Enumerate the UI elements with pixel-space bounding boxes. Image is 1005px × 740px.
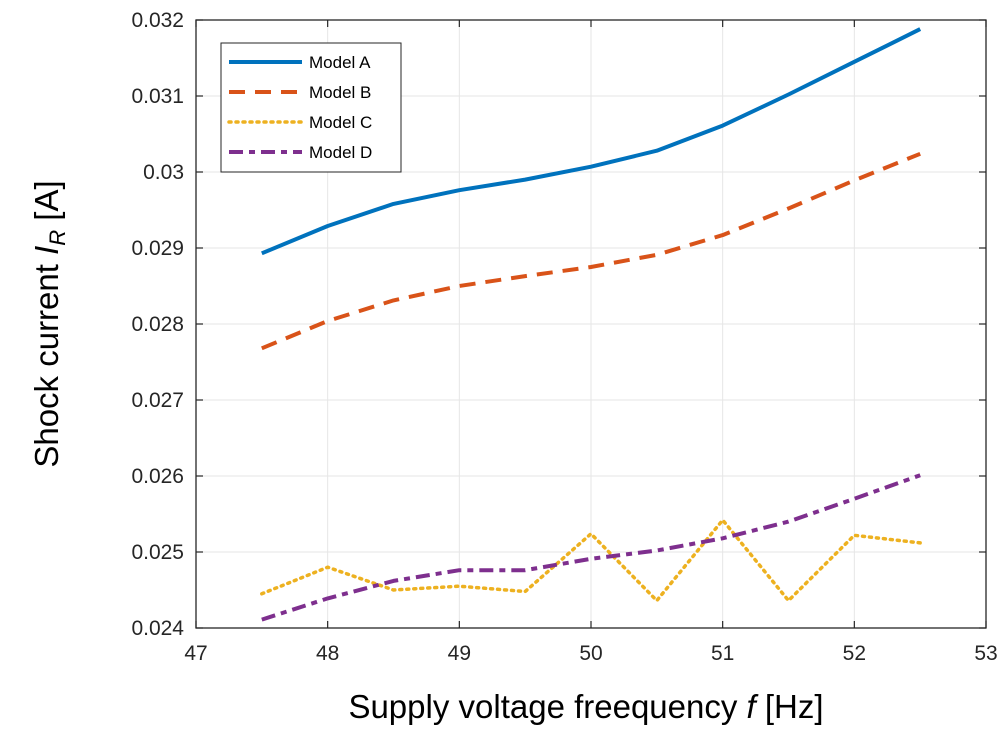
x-tick-label: 53 (974, 642, 997, 665)
series-line-model-a (261, 27, 922, 256)
y-tick-label: 0.026 (131, 465, 184, 488)
y-tick-label: 0.031 (131, 85, 184, 108)
y-tick-label: 0.025 (131, 541, 184, 564)
y-tick-label: 0.032 (131, 9, 184, 32)
series-line-model-c (260, 518, 922, 603)
series-lines (260, 27, 922, 622)
legend-label: Model B (309, 83, 371, 102)
y-axis-tick-labels: 0.024 0.025 0.026 0.027 0.028 0.029 0.03 0.031 0… (131, 9, 184, 640)
x-tick-label: 49 (448, 642, 471, 665)
y-tick-label: 0.027 (131, 389, 184, 412)
y-tick-label: 0.029 (131, 237, 184, 260)
x-axis-tick-labels: 47 48 49 50 51 52 53 (184, 642, 997, 665)
y-axis-title-symbol: I (28, 246, 65, 255)
legend-label: Model D (309, 143, 372, 162)
x-tick-label: 52 (843, 642, 866, 665)
y-axis-title-text: Shock current (28, 264, 65, 468)
legend-entry: Model B (229, 83, 371, 102)
x-tick-label: 47 (184, 642, 207, 665)
x-tick-label: 48 (316, 642, 339, 665)
axis-ticks (195, 19, 987, 629)
x-axis-title-unit: [Hz] (765, 688, 824, 725)
legend-entry: Model A (229, 53, 371, 72)
x-axis-title-text: Supply voltage freequency (348, 688, 737, 725)
y-tick-label: 0.024 (131, 617, 184, 640)
y-tick-label: 0.03 (143, 161, 184, 184)
legend-entry: Model D (229, 143, 372, 162)
y-axis-title: Shock current IR [A] (28, 180, 72, 467)
y-tick-label: 0.028 (131, 313, 184, 336)
y-axis-title-unit: [A] (28, 180, 65, 220)
y-axis-title-subscript: R (45, 230, 70, 246)
x-tick-label: 50 (579, 642, 602, 665)
legend-label: Model A (309, 53, 371, 72)
grid-lines (196, 20, 986, 628)
x-tick-label: 51 (711, 642, 734, 665)
x-axis-title: Supply voltage freequency f [Hz] (348, 688, 823, 725)
legend: Model A Model B Model C Model D (220, 42, 402, 173)
legend-entry: Model C (227, 113, 372, 132)
legend-label: Model C (309, 113, 372, 132)
x-axis-title-symbol: f (747, 688, 760, 725)
